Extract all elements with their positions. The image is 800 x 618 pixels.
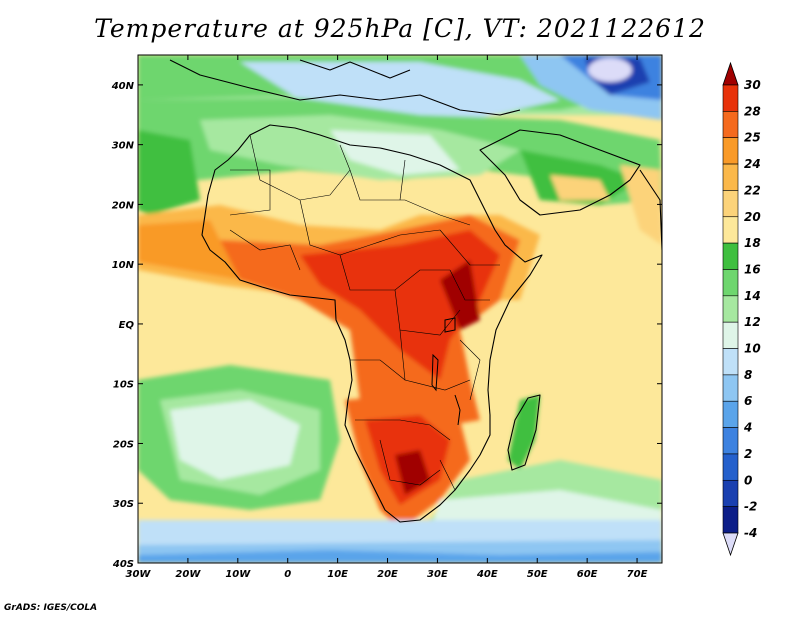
colorbar-swatch — [722, 427, 739, 455]
colorbar-swatch — [722, 216, 739, 244]
x-tick-label: 10W — [225, 569, 251, 580]
x-tick-label: 60E — [577, 569, 598, 580]
colorbar-swatch — [722, 321, 739, 349]
colorbar-bottom-arrow — [722, 532, 739, 557]
colorbar-swatch — [722, 163, 739, 191]
colorbar-label: 25 — [744, 131, 761, 145]
colorbar-swatch — [722, 348, 739, 376]
colorbar-label: 2 — [744, 447, 752, 461]
colorbar-swatch — [722, 295, 739, 323]
x-tick-label: 50E — [527, 569, 548, 580]
colorbar-label: -4 — [744, 526, 757, 540]
y-tick-label: 10N — [112, 260, 135, 271]
credit-label: GrADS: IGES/COLA — [4, 603, 98, 613]
colorbar-label: 14 — [744, 289, 761, 303]
y-tick-label: 20S — [113, 439, 134, 450]
x-tick-label: 30W — [126, 569, 152, 580]
y-tick-label: 40N — [111, 81, 135, 92]
map-frame — [137, 54, 663, 564]
y-axis: 40N 30N 20N 10N EQ 10S 20S 30S 40S — [111, 81, 662, 570]
y-tick-label: 40S — [112, 559, 134, 570]
y-tick-label: 20N — [112, 200, 135, 211]
x-tick-label: 0 — [284, 569, 291, 580]
colorbar-swatch — [722, 84, 739, 112]
y-tick-label: 10S — [113, 380, 134, 391]
x-tick-label: 70E — [627, 569, 648, 580]
colorbar-swatch — [722, 242, 739, 270]
colorbar-label: 16 — [744, 262, 761, 276]
colorbar-swatch — [722, 453, 739, 481]
y-tick-label: 30S — [113, 499, 134, 510]
x-tick-label: 20E — [377, 569, 398, 580]
colorbar-label: 12 — [744, 315, 761, 329]
colorbar-label: 6 — [744, 394, 752, 408]
colorbar-label: 24 — [744, 157, 761, 171]
colorbar-label: 22 — [744, 183, 761, 197]
colorbar-swatch — [722, 479, 739, 507]
colorbar-swatch — [722, 137, 739, 165]
x-axis: 30W 20W 10W 0 10E 20E 30E 40E 50E 60E 70E — [126, 55, 648, 580]
colorbar-label: 20 — [744, 210, 761, 224]
colorbar-label: 28 — [744, 104, 761, 118]
colorbar-label: 30 — [744, 78, 761, 92]
colorbar-top-arrow — [722, 61, 739, 86]
colorbar-swatch — [722, 400, 739, 428]
colorbar-swatch — [722, 506, 739, 534]
arabia-coastline — [479, 129, 641, 216]
y-tick-label: 30N — [112, 141, 135, 152]
colorbar-label: 18 — [744, 236, 761, 250]
y-tick-label: EQ — [119, 320, 135, 331]
colorbar-label: 0 — [744, 473, 752, 487]
madagascar-coastline — [507, 394, 541, 471]
x-tick-label: 10E — [327, 569, 348, 580]
colorbar-label: 4 — [743, 421, 752, 435]
map-title: Temperature at 925hPa [C], VT: 202112261… — [94, 14, 706, 43]
colorbar-swatch — [722, 269, 739, 297]
x-tick-label: 20W — [175, 569, 201, 580]
x-tick-label: 30E — [427, 569, 448, 580]
europe-coastline — [169, 59, 521, 116]
colorbar-swatch — [722, 374, 739, 402]
colorbar-label: 10 — [744, 342, 761, 356]
x-tick-label: 40E — [476, 569, 498, 580]
colorbar-swatch — [722, 190, 739, 218]
colorbar-swatch — [722, 111, 739, 139]
colorbar-label: 8 — [744, 368, 752, 382]
colorbar-label: -2 — [744, 500, 757, 514]
